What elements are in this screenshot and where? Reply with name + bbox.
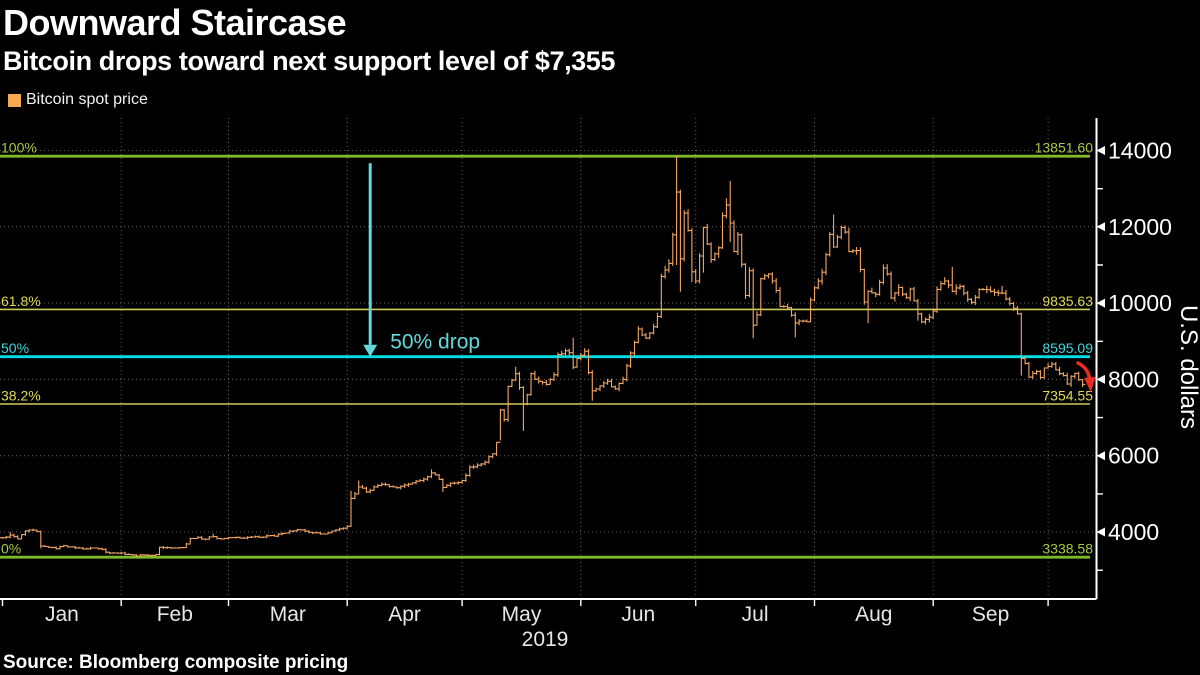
fib-value-label-382: 7354.55 — [1042, 388, 1093, 404]
month-label-mar: Mar — [270, 603, 306, 626]
y-major-tick-14000 — [1096, 146, 1105, 155]
y-major-tick-4000 — [1096, 527, 1105, 537]
axis-ticks — [1, 188, 1103, 606]
page-title: Downward Staircase — [3, 2, 347, 43]
y-axis-label-8000: 8000 — [1108, 366, 1159, 392]
fib-pct-label-50: 50% — [1, 340, 29, 356]
fib-value-label-618: 9835.63 — [1042, 293, 1093, 309]
fifty-drop-arrowhead-icon — [363, 344, 378, 357]
year-label: 2019 — [522, 628, 569, 651]
red-down-arrowhead-icon — [1084, 376, 1096, 393]
month-label-aug: Aug — [855, 603, 892, 626]
month-label-may: May — [502, 603, 542, 626]
y-axis-title: U.S. dollars — [1175, 305, 1200, 429]
y-axis-label-10000: 10000 — [1108, 290, 1172, 316]
fifty-drop-label: 50% drop — [390, 331, 480, 354]
fib-value-label-50: 8595.09 — [1042, 340, 1093, 356]
y-major-tick-12000 — [1096, 222, 1105, 232]
chart-header: Downward Staircase Bitcoin drops toward … — [3, 2, 615, 78]
fib-value-label-0: 3338.58 — [1042, 541, 1093, 557]
month-label-jan: Jan — [45, 603, 79, 626]
source-note: Source: Bloomberg composite pricing — [3, 652, 349, 673]
month-label-feb: Feb — [157, 603, 193, 626]
fib-pct-label-100: 100% — [1, 140, 37, 156]
fib-pct-label-382: 38.2% — [1, 388, 41, 404]
month-label-jun: Jun — [621, 603, 655, 626]
page-subtitle: Bitcoin drops toward next support level … — [3, 46, 616, 77]
y-axis-label-12000: 12000 — [1108, 214, 1172, 240]
y-axis-label-6000: 6000 — [1108, 443, 1159, 469]
price-bars — [0, 156, 1086, 558]
y-axis-label-14000: 14000 — [1108, 138, 1172, 164]
fib-pct-label-618: 61.8% — [1, 293, 41, 309]
month-label-jul: Jul — [742, 603, 769, 626]
chart-legend: Bitcoin spot price — [8, 91, 148, 109]
legend-label: Bitcoin spot price — [26, 91, 148, 108]
fib-value-label-100: 13851.60 — [1035, 140, 1094, 156]
y-major-tick-8000 — [1096, 374, 1105, 384]
month-label-sep: Sep — [972, 603, 1009, 626]
y-major-tick-6000 — [1096, 451, 1105, 461]
axis-lines — [0, 118, 1098, 600]
legend-swatch-icon — [8, 93, 21, 107]
y-axis-label-4000: 4000 — [1108, 519, 1159, 545]
fib-pct-label-0: 0% — [1, 541, 21, 557]
month-label-apr: Apr — [388, 603, 421, 626]
gridlines — [0, 118, 1096, 599]
y-major-tick-10000 — [1096, 298, 1105, 308]
